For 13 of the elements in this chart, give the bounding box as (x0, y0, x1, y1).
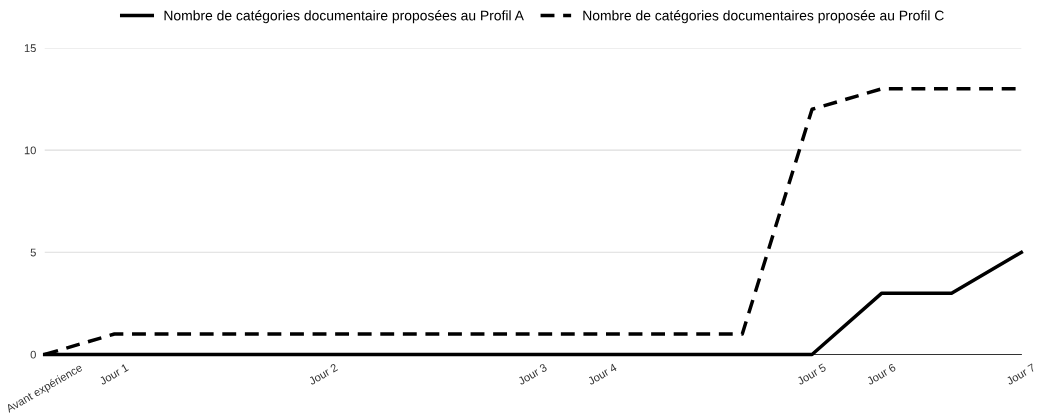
x-tick-label: Jour 2 (308, 363, 339, 386)
x-tick-label: Jour 3 (517, 363, 548, 386)
x-tick-label: Jour 4 (587, 363, 618, 386)
y-tick-label: 0 (30, 350, 36, 359)
legend-label: Nombre de catégories documentaires proposée au Profil C (583, 10, 944, 24)
x-tick-label: Jour 1 (98, 363, 129, 386)
legend-label: Nombre de catégories documentaire proposées au Profil A (164, 10, 524, 24)
x-tick-label: Jour 7 (1005, 363, 1036, 386)
y-tick-label: 10 (24, 146, 36, 155)
y-tick-label: 5 (30, 248, 36, 257)
y-tick-label: 15 (24, 44, 36, 53)
x-tick-label: Jour 6 (866, 363, 897, 386)
x-tick-label: Jour 5 (796, 363, 827, 386)
